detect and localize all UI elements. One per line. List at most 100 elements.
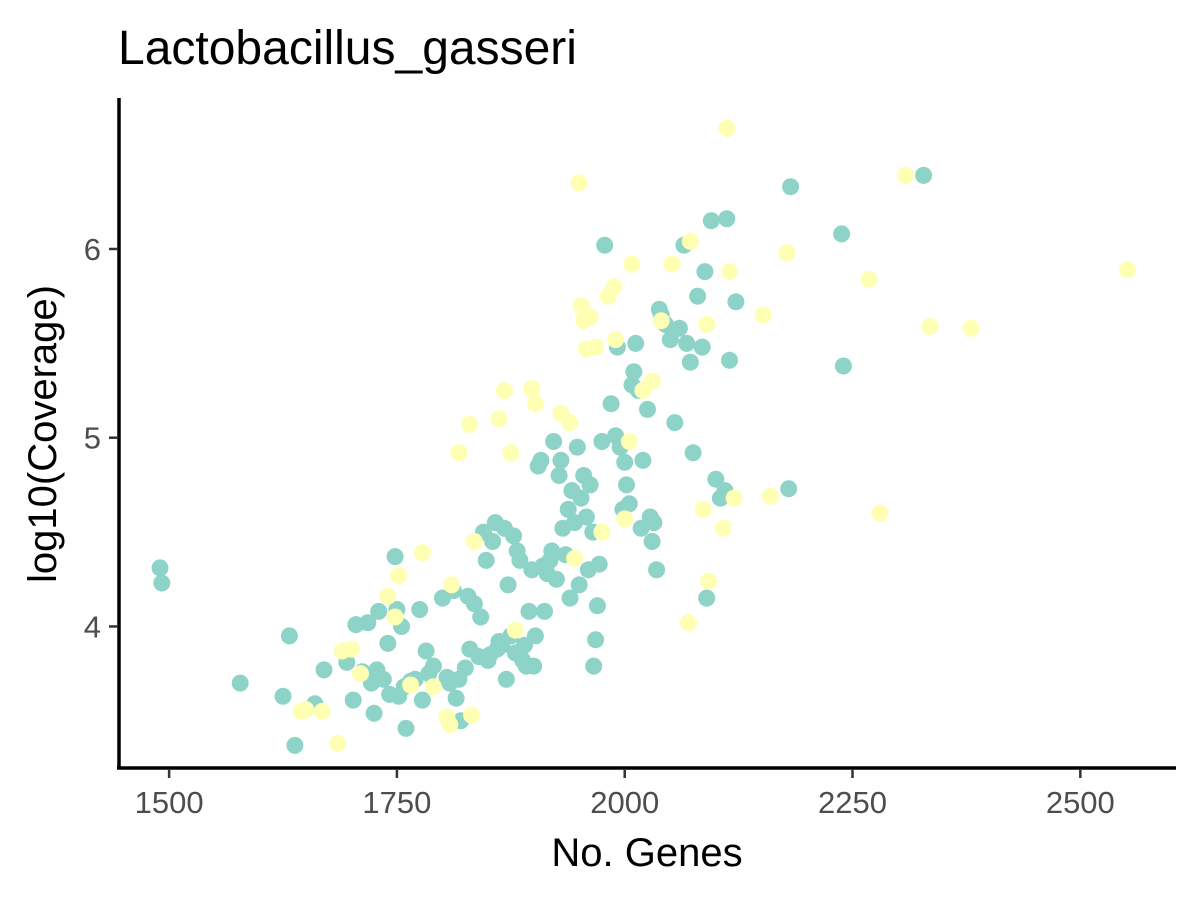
data-point (684, 444, 702, 462)
x-tick-label: 2500 (1046, 785, 1115, 820)
data-point (559, 500, 577, 518)
data-point (461, 416, 479, 433)
y-axis-ticks: 4 5 6 (84, 232, 118, 644)
data-point (568, 438, 586, 456)
data-point (639, 400, 656, 418)
data-point (532, 451, 550, 469)
data-point (359, 614, 377, 632)
data-point (694, 500, 712, 518)
data-point (634, 451, 652, 469)
data-point (352, 665, 369, 683)
data-point (402, 676, 420, 694)
data-point (463, 706, 481, 724)
data-point (860, 270, 878, 288)
data-point (581, 308, 599, 326)
data-point (566, 550, 584, 567)
data-point (572, 297, 590, 315)
data-point (896, 166, 914, 184)
data-point (707, 470, 725, 488)
data-point (502, 444, 520, 462)
data-point (689, 287, 707, 305)
data-point (762, 487, 779, 505)
data-point (286, 736, 304, 754)
data-point (495, 382, 513, 399)
chart-title: Lactobacillus_gasseri (118, 22, 577, 75)
data-point (411, 601, 429, 618)
data-point (441, 716, 459, 734)
data-point (721, 263, 738, 281)
data-point (386, 608, 404, 626)
data-point (623, 255, 641, 273)
data-point (696, 263, 714, 281)
data-point (390, 567, 408, 584)
data-point (620, 495, 638, 513)
data-point (525, 657, 543, 675)
data-point (379, 634, 397, 652)
data-point (725, 489, 743, 507)
data-point (472, 608, 490, 626)
points-layer (151, 119, 1137, 754)
data-point (643, 533, 661, 550)
data-point (700, 572, 718, 590)
x-tick-label: 2250 (818, 785, 887, 820)
data-point (526, 627, 544, 645)
data-point (424, 657, 442, 675)
data-point (490, 410, 508, 428)
data-point (344, 691, 362, 709)
data-point (921, 317, 939, 335)
data-point (718, 119, 736, 137)
data-point (153, 574, 171, 592)
x-axis-ticks: 1500 1750 2000 2250 2500 (135, 769, 1115, 820)
data-point (602, 395, 620, 413)
data-point (570, 576, 588, 594)
data-point (678, 334, 696, 352)
data-point (1119, 261, 1137, 279)
data-point (572, 489, 590, 507)
data-point (727, 293, 745, 311)
data-point (587, 631, 605, 649)
data-point (374, 670, 392, 688)
data-point (620, 433, 638, 450)
data-point (593, 433, 611, 450)
data-point (297, 701, 315, 718)
data-point (477, 551, 495, 569)
data-point (329, 735, 347, 752)
data-point (718, 210, 736, 228)
data-point (315, 661, 333, 679)
data-point (834, 357, 852, 375)
data-point (698, 589, 716, 607)
data-point (379, 587, 397, 605)
data-point (520, 602, 538, 620)
data-point (456, 659, 474, 677)
x-axis-label: No. Genes (551, 831, 742, 875)
data-point (590, 555, 608, 573)
data-point (607, 331, 625, 349)
data-point (506, 621, 524, 639)
y-tick-label: 4 (84, 609, 101, 644)
data-point (596, 236, 614, 254)
data-point (545, 433, 563, 450)
data-point (413, 544, 431, 562)
data-point (632, 519, 650, 537)
data-point (871, 504, 889, 522)
data-point (616, 453, 634, 471)
data-point (450, 444, 468, 462)
data-point (616, 510, 634, 528)
x-tick-label: 1500 (135, 785, 204, 820)
data-point (587, 338, 605, 356)
data-point (666, 414, 684, 432)
data-point (274, 687, 292, 705)
data-point (581, 476, 599, 494)
data-point (465, 533, 483, 550)
data-point (386, 548, 404, 566)
data-point (643, 372, 661, 390)
data-point (280, 627, 298, 645)
data-point (627, 334, 645, 352)
data-point (523, 380, 541, 398)
data-point (702, 212, 720, 230)
data-point (605, 278, 623, 296)
data-point (413, 691, 431, 709)
data-point (443, 576, 461, 594)
data-point (526, 395, 544, 413)
data-point (547, 570, 565, 588)
